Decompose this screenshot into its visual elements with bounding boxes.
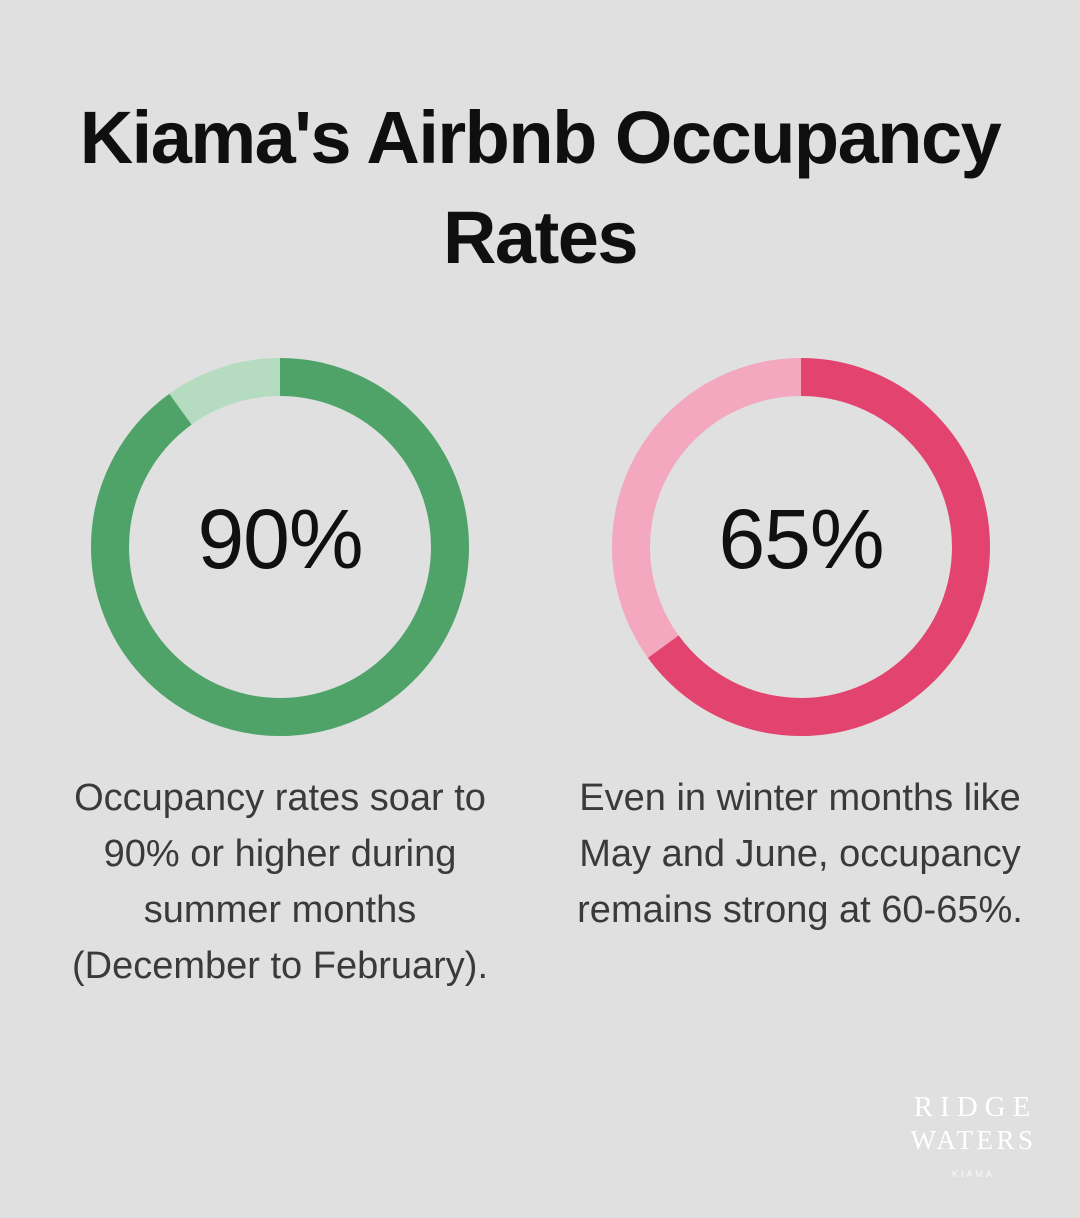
caption-line: remains strong at 60-65%. bbox=[577, 889, 1023, 931]
donut-ring-winter bbox=[612, 358, 990, 736]
caption-line: (December to February). bbox=[71, 945, 488, 987]
caption-line: 90% or higher during bbox=[103, 833, 457, 875]
page-title-line-1: Kiama's Airbnb Occupancy bbox=[79, 96, 1002, 179]
logo-ridge-text: RIDGE bbox=[913, 1091, 1038, 1123]
donut-chart-summer: 90% bbox=[91, 358, 469, 736]
caption-line: summer months bbox=[143, 889, 417, 931]
donut-chart-winter: 65% bbox=[612, 358, 990, 736]
caption-line: Even in winter months like bbox=[579, 777, 1021, 819]
page-title-line-2: Rates bbox=[442, 196, 639, 279]
caption-line: May and June, occupancy bbox=[579, 833, 1021, 875]
logo-waters-text: WATERS bbox=[910, 1125, 1037, 1155]
page-title: Kiama's Airbnb Occupancy Rates bbox=[0, 88, 1080, 288]
donut-ring-summer bbox=[91, 358, 469, 736]
logo-kiama-text: KIAMA bbox=[951, 1169, 995, 1179]
caption-line: Occupancy rates soar to bbox=[74, 777, 486, 819]
caption-summer: Occupancy rates soar to 90% or higher dur… bbox=[10, 770, 550, 994]
ridge-waters-logo: RIDGE WATERS KIAMA bbox=[898, 1092, 1046, 1179]
donut-value-winter: 65% bbox=[718, 491, 884, 586]
caption-winter: Even in winter months like May and June, … bbox=[535, 770, 1065, 938]
donut-value-summer: 90% bbox=[197, 491, 363, 586]
